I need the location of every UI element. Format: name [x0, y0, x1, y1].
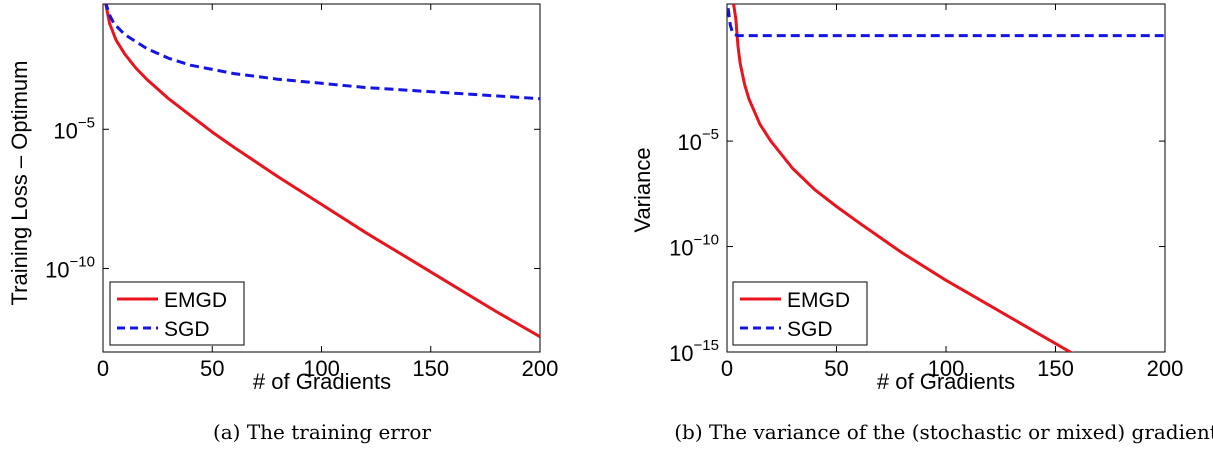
series-a	[104, 4, 540, 339]
legend-b: EMGD SGD	[732, 281, 868, 346]
x-tick-label-a: 50	[200, 356, 224, 381]
y-axis-label-a: Training Loss – Optimum	[7, 61, 32, 306]
x-tick-label-a: 100	[303, 356, 340, 381]
legend-label-sgd-a: SGD	[164, 318, 210, 341]
legend-label-emgd-a: EMGD	[164, 289, 227, 312]
ticks-b: 0 50 100 150 200 10−5 10−10 10−15	[669, 4, 1183, 381]
caption-a: (a) The training error	[213, 420, 432, 444]
series-line-sgd-b	[727, 8, 1165, 38]
series-line-emgd-b	[732, 4, 1074, 352]
chart-training-error: 0 50 100 150 200 10−5 10−10 # of Gradients Tra…	[7, 3, 558, 444]
legend-label-emgd-b: EMGD	[787, 289, 850, 312]
x-axis-label-a: # of Gradients	[253, 369, 391, 394]
y-axis-label-b: Variance	[630, 147, 655, 232]
x-axis-label-b: # of Gradients	[877, 369, 1015, 394]
y-tick-label-b: 10−5	[677, 126, 719, 155]
x-tick-label-a: 200	[522, 356, 559, 381]
y-tick-label-b: 10−10	[669, 232, 719, 261]
legend-a: EMGD SGD	[109, 281, 245, 346]
series-line-emgd-a	[104, 4, 540, 339]
x-tick-label-a: 150	[412, 356, 449, 381]
x-tick-label-b: 150	[1037, 356, 1074, 381]
x-tick-label-b: 50	[824, 356, 848, 381]
x-tick-label-b: 0	[721, 356, 733, 381]
legend-box-a	[109, 281, 245, 346]
y-tick-label-a: 10−5	[53, 114, 95, 143]
x-tick-label-b: 200	[1147, 356, 1184, 381]
series-line-sgd-a	[104, 4, 540, 101]
x-tick-label-a: 0	[97, 356, 109, 381]
legend-box-b	[732, 281, 868, 346]
caption-b: (b) The variance of the (stochastic or m…	[674, 420, 1213, 444]
ticks-a: 0 50 100 150 200 10−5 10−10	[45, 4, 558, 381]
y-tick-label-b: 10−15	[669, 337, 719, 366]
chart-variance: 0 50 100 150 200 10−5 10−10 10−15 # of Gradient…	[630, 3, 1213, 444]
series-b	[727, 4, 1165, 352]
legend-label-sgd-b: SGD	[787, 318, 833, 341]
x-tick-label-b: 100	[928, 356, 965, 381]
y-tick-label-a: 10−10	[45, 253, 95, 282]
